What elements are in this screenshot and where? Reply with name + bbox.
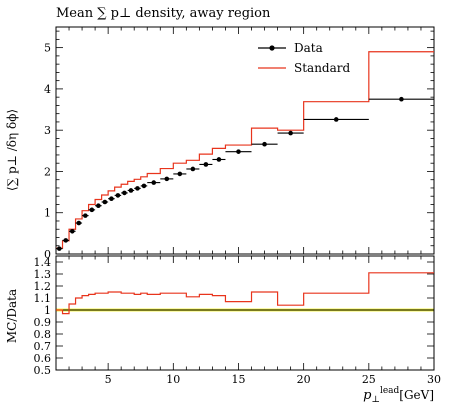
- data-point: [115, 193, 121, 198]
- ratio-y-tick-label: 1: [44, 304, 51, 317]
- data-point: [122, 190, 127, 196]
- data-point: [203, 162, 209, 167]
- standard-ratio-step-line: [56, 272, 434, 315]
- x-tick-label: 15: [231, 373, 245, 386]
- main-plot-panel: 0 1 2 3 4 5: [44, 26, 435, 261]
- ratio-y-tick-label: 1.1: [34, 292, 52, 305]
- x-tick-label: 30: [427, 373, 441, 386]
- data-point: [76, 220, 82, 226]
- legend: Data Standard: [258, 41, 350, 75]
- ratio-y-tick-label: 0.5: [34, 364, 52, 377]
- main-y-tick-label: 4: [44, 83, 51, 96]
- data-point: [83, 213, 88, 218]
- data-point: [151, 180, 157, 185]
- data-point: [333, 117, 339, 122]
- data-point: [102, 199, 108, 205]
- data-point: [288, 130, 293, 136]
- legend-data-label: Data: [294, 41, 323, 55]
- data-point: [399, 96, 404, 102]
- ratio-y-tick-label: 0.8: [34, 328, 52, 341]
- data-point: [63, 238, 69, 243]
- data-point: [96, 203, 101, 209]
- ratio-y-tick-label: 1.2: [34, 280, 52, 293]
- data-point: [109, 196, 114, 201]
- main-y-tick-label: 2: [44, 165, 51, 178]
- main-y-tick-label: 3: [44, 124, 51, 137]
- x-axis-label-unit: [GeV]: [399, 388, 434, 402]
- ratio-frame: [55, 255, 435, 371]
- ratio-y-tick-label: 0.9: [34, 316, 52, 329]
- main-y-axis-label: ⟨∑ p⊥ /δη δϕ⟩: [5, 109, 19, 191]
- x-axis-label-main: p: [363, 388, 372, 403]
- x-tick-label: 25: [362, 373, 376, 386]
- ratio-y-tick-label: 0.6: [34, 352, 52, 365]
- main-y-tick-label: 0: [44, 248, 51, 261]
- ratio-y-tick-label: 0.7: [34, 340, 52, 353]
- x-tick-label: 20: [297, 373, 311, 386]
- data-point: [164, 176, 170, 182]
- x-tick-label: 5: [105, 373, 112, 386]
- data-point: [69, 229, 75, 234]
- data-point: [190, 166, 196, 172]
- x-axis-label-sub: ⊥: [371, 395, 379, 405]
- x-axis-label-sup: lead: [380, 386, 400, 396]
- data-point: [216, 157, 222, 162]
- data-point: [135, 186, 140, 191]
- data-point: [141, 183, 147, 189]
- x-tick-label: 10: [166, 373, 180, 386]
- data-point: [128, 188, 134, 193]
- ratio-plot-panel: 0.50.60.70.80.911.11.21.31.4 5 10 15 20 25 30: [34, 255, 441, 386]
- legend-standard-label: Standard: [294, 61, 350, 75]
- data-point: [236, 149, 241, 154]
- ratio-y-axis-label: MC/Data: [5, 289, 19, 343]
- legend-data-marker: [269, 45, 275, 51]
- x-axis-label: p⊥lead[GeV]: [363, 386, 434, 405]
- chart-title: Mean ∑ p⊥ density, away region: [56, 6, 271, 21]
- data-point: [262, 141, 267, 147]
- main-y-tick-label: 1: [44, 207, 51, 220]
- standard-step-line: [56, 51, 434, 249]
- main-frame: [55, 26, 435, 255]
- data-point: [177, 171, 183, 177]
- ratio-y-tick-label: 1.3: [34, 268, 52, 281]
- data-point: [56, 246, 62, 251]
- main-y-tick-label: 5: [44, 42, 51, 55]
- data-point: [89, 207, 95, 213]
- ratio-y-tick-label: 1.4: [34, 256, 52, 269]
